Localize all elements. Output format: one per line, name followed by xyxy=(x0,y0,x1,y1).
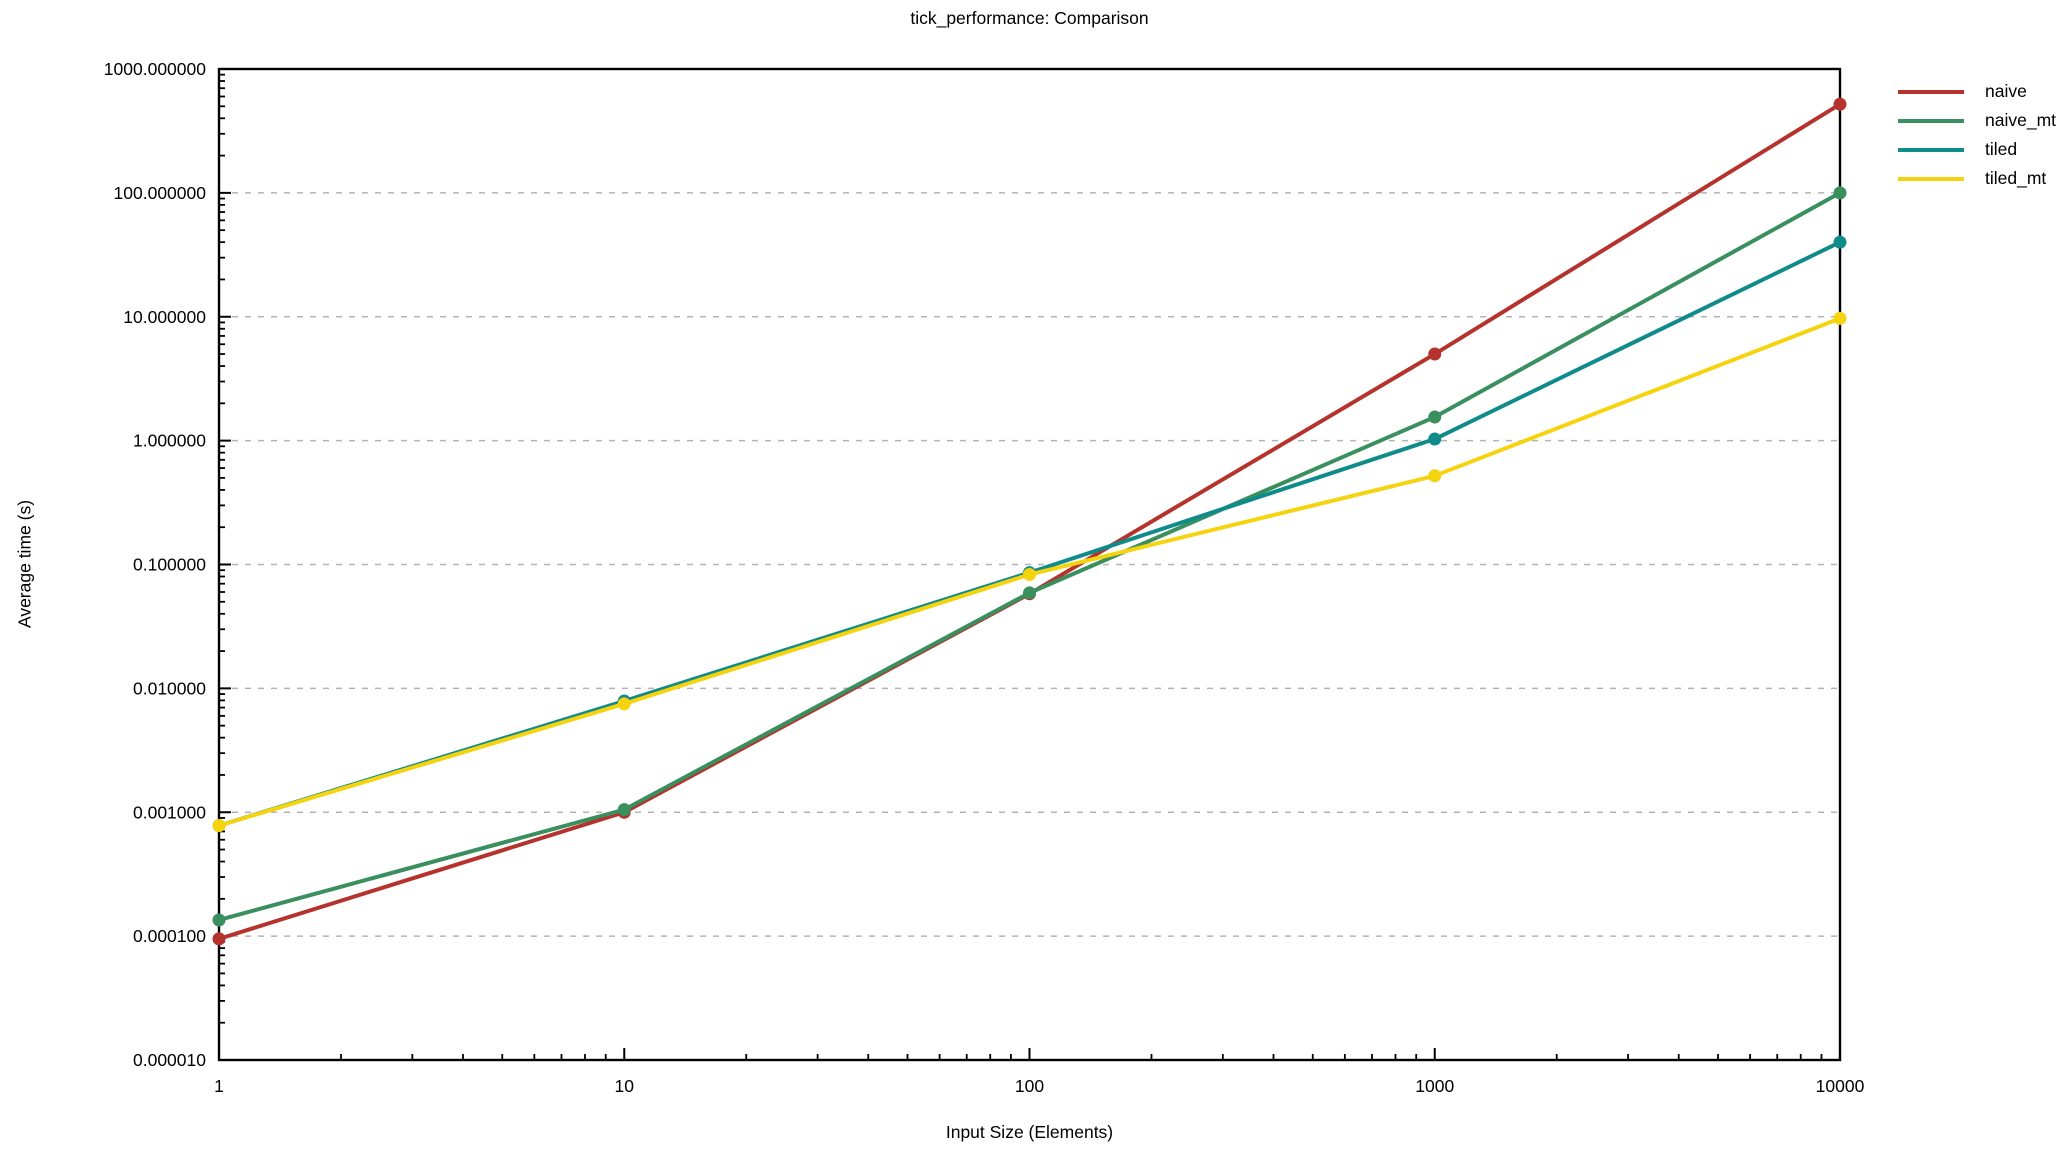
y-tick-label: 10.000000 xyxy=(123,307,206,327)
x-tick-label: 100 xyxy=(1015,1076,1044,1096)
x-axis-label: Input Size (Elements) xyxy=(945,1122,1114,1142)
x-tick-label: 10 xyxy=(615,1076,635,1096)
data-point-naive xyxy=(1428,347,1442,361)
series-line-naive xyxy=(217,102,1842,941)
x-tick-label: 1000 xyxy=(1415,1076,1454,1096)
data-point-tiled_mt xyxy=(1833,311,1847,325)
legend-item-naive: naive xyxy=(1898,77,2056,106)
data-point-tiled_mt xyxy=(212,819,226,833)
data-point-tiled xyxy=(1833,235,1847,249)
legend-line-sample xyxy=(1898,147,1964,152)
x-tick-label: 10000 xyxy=(1816,1076,1865,1096)
legend-line-sample xyxy=(1898,176,1964,181)
series-line-tiled xyxy=(217,240,1842,828)
legend-line-sample xyxy=(1898,89,1964,94)
legend-line-sample xyxy=(1898,118,1964,123)
y-tick-label: 0.001000 xyxy=(133,802,206,822)
data-point-tiled_mt xyxy=(617,697,631,711)
data-point-naive_mt xyxy=(212,913,226,927)
data-point-naive_mt xyxy=(617,803,631,817)
data-point-tiled_mt xyxy=(1428,469,1442,483)
data-point-naive_mt xyxy=(1428,410,1442,424)
y-tick-label: 0.000010 xyxy=(133,1050,206,1070)
y-tick-label: 100.000000 xyxy=(114,183,207,203)
x-tick-label: 1 xyxy=(214,1076,224,1096)
data-point-tiled xyxy=(1428,432,1442,446)
legend-label: naive_mt xyxy=(1985,110,2057,130)
legend-item-tiled_mt: tiled_mt xyxy=(1898,164,2056,193)
y-tick-label: 1000.000000 xyxy=(104,59,206,79)
y-tick-label: 0.010000 xyxy=(133,678,206,698)
data-point-naive_mt xyxy=(1833,186,1847,200)
series-line-naive_mt xyxy=(217,190,1842,922)
legend-item-tiled: tiled xyxy=(1898,135,2056,164)
data-point-naive xyxy=(1833,97,1847,111)
data-point-naive_mt xyxy=(1023,586,1036,600)
data-point-tiled_mt xyxy=(1023,568,1036,582)
legend-label: tiled_mt xyxy=(1985,168,2047,188)
legend-label: tiled xyxy=(1985,139,2018,159)
chart-title: tick_performance: Comparison xyxy=(910,8,1149,28)
legend-item-naive_mt: naive_mt xyxy=(1898,106,2056,135)
data-point-naive xyxy=(212,932,226,946)
legend-label: naive xyxy=(1985,81,2027,101)
y-tick-label: 0.100000 xyxy=(133,555,206,575)
y-tick-label: 1.000000 xyxy=(133,431,206,451)
y-tick-label: 0.000100 xyxy=(133,926,206,946)
